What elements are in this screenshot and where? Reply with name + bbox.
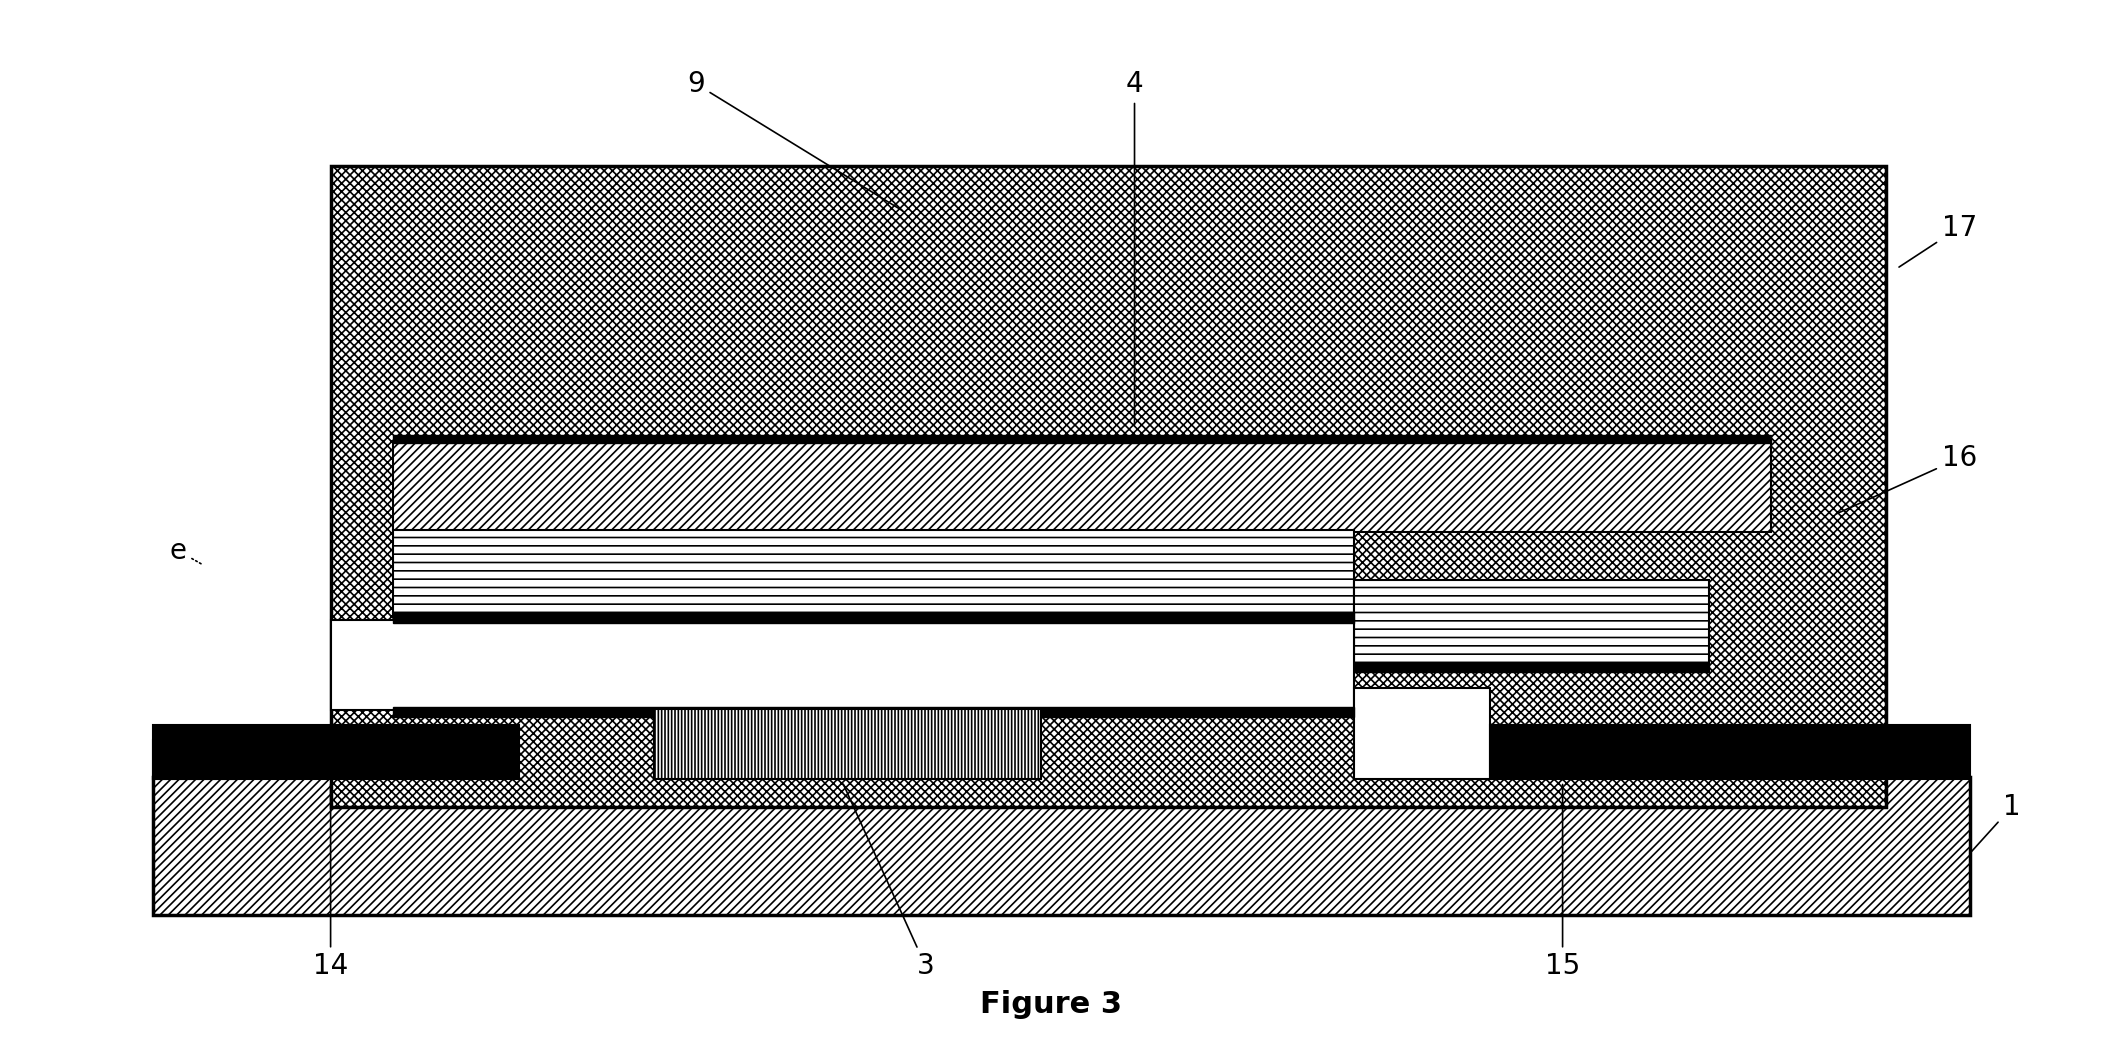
- Text: Figure 3: Figure 3: [980, 990, 1122, 1019]
- Bar: [153, 777, 1970, 915]
- Bar: [330, 620, 1354, 710]
- Bar: [654, 709, 1040, 779]
- Text: 15: 15: [1545, 784, 1581, 981]
- Text: e: e: [170, 537, 204, 565]
- Bar: [1354, 688, 1490, 779]
- Bar: [393, 707, 1354, 717]
- Bar: [393, 442, 1772, 532]
- Text: 3: 3: [843, 784, 935, 981]
- Bar: [153, 739, 238, 779]
- Text: 1: 1: [1972, 794, 2020, 852]
- Bar: [1354, 579, 1709, 664]
- Bar: [393, 613, 1354, 623]
- Bar: [393, 530, 1354, 615]
- Text: 9: 9: [687, 70, 902, 211]
- Bar: [1490, 725, 1970, 779]
- Bar: [393, 435, 1772, 443]
- Text: 4: 4: [1127, 70, 1143, 425]
- Bar: [1354, 661, 1709, 672]
- Bar: [153, 725, 519, 779]
- Bar: [330, 166, 1885, 807]
- Text: 14: 14: [313, 784, 349, 981]
- Text: 16: 16: [1837, 444, 1978, 514]
- Text: 17: 17: [1898, 213, 1978, 267]
